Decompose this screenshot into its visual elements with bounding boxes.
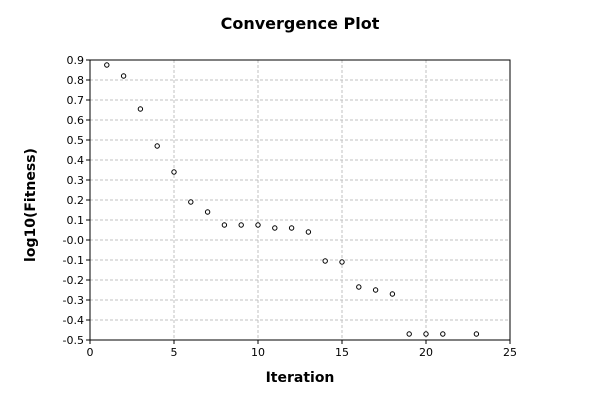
y-tick-label: -0.0 — [63, 234, 84, 247]
y-tick-label: -0.5 — [63, 334, 84, 347]
data-point — [423, 331, 429, 337]
data-point — [204, 209, 211, 215]
x-tick-label: 10 — [251, 346, 265, 359]
data-point — [305, 229, 312, 235]
x-tick-label: 25 — [503, 346, 517, 359]
y-tick-label: -0.2 — [63, 274, 84, 287]
data-point — [473, 331, 480, 337]
y-tick-label: 0.9 — [67, 54, 85, 67]
y-tick-label: 0.8 — [67, 74, 85, 87]
data-point — [238, 222, 244, 228]
data-point — [372, 287, 379, 293]
x-axis-label: Iteration — [266, 370, 335, 386]
y-axis-label: log10(Fitness) — [23, 148, 39, 262]
axis-ticks: 0 5 10 15 20 25 0.9 0.8 0.7 0.6 0.5 0.4 0.3 0.2 0.1 -0.… — [63, 54, 517, 359]
data-point — [322, 258, 328, 264]
y-tick-label: 0.7 — [67, 94, 85, 107]
data-point — [272, 225, 278, 231]
y-tick-label: 0.4 — [67, 154, 85, 167]
y-tick-label: -0.3 — [63, 294, 84, 307]
data-point — [171, 169, 177, 175]
data-point — [288, 225, 295, 231]
x-tick-label: 20 — [419, 346, 433, 359]
data-point — [221, 222, 228, 228]
data-point — [339, 259, 345, 265]
data-point — [255, 222, 261, 228]
data-point — [137, 106, 144, 112]
y-tick-label: 0.6 — [67, 114, 85, 127]
data-point — [120, 73, 127, 79]
data-point — [389, 291, 396, 297]
x-tick-label: 0 — [87, 346, 94, 359]
data-point — [440, 331, 446, 337]
data-point — [356, 284, 362, 290]
y-tick-label: 0.3 — [67, 174, 85, 187]
data-point — [188, 199, 194, 205]
y-tick-label: 0.5 — [67, 134, 85, 147]
y-tick-label: 0.1 — [67, 214, 85, 227]
data-point — [104, 62, 110, 68]
chart-title: Convergence Plot — [221, 14, 380, 33]
data-points — [104, 62, 480, 337]
x-tick-label: 5 — [171, 346, 178, 359]
x-tick-label: 15 — [335, 346, 349, 359]
data-point — [406, 331, 412, 337]
y-tick-label: -0.4 — [63, 314, 84, 327]
y-tick-label: 0.2 — [67, 194, 85, 207]
data-point — [154, 143, 160, 149]
grid-lines — [89, 59, 511, 341]
y-tick-label: -0.1 — [63, 254, 84, 267]
